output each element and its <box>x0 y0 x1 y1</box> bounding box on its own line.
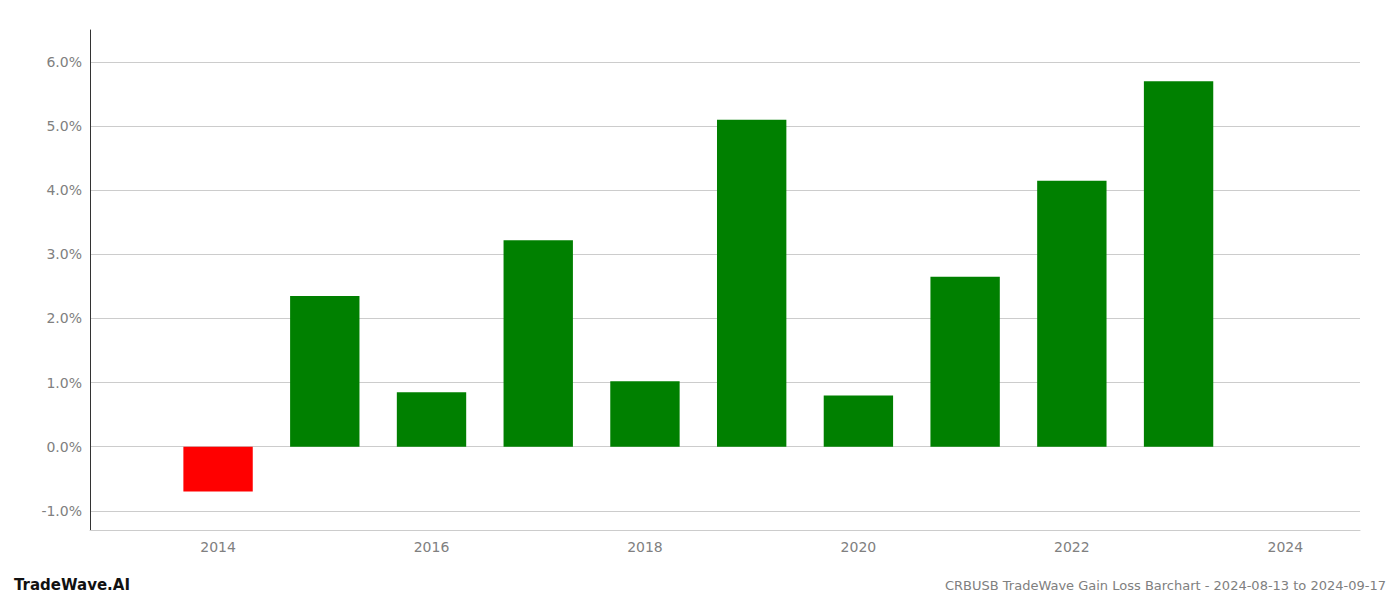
svg-text:4.0%: 4.0% <box>46 182 82 198</box>
svg-text:2016: 2016 <box>414 539 450 555</box>
svg-text:0.0%: 0.0% <box>46 439 82 455</box>
svg-text:2014: 2014 <box>200 539 236 555</box>
svg-text:2.0%: 2.0% <box>46 310 82 326</box>
svg-text:CRBUSB TradeWave Gain Loss Bar: CRBUSB TradeWave Gain Loss Barchart - 20… <box>945 578 1386 593</box>
svg-text:2020: 2020 <box>841 539 877 555</box>
svg-text:2024: 2024 <box>1267 539 1303 555</box>
svg-text:TradeWave.AI: TradeWave.AI <box>14 576 130 594</box>
svg-text:2022: 2022 <box>1054 539 1090 555</box>
svg-text:2018: 2018 <box>627 539 663 555</box>
svg-text:6.0%: 6.0% <box>46 54 82 70</box>
svg-text:5.0%: 5.0% <box>46 118 82 134</box>
svg-text:-1.0%: -1.0% <box>41 503 82 519</box>
svg-text:3.0%: 3.0% <box>46 246 82 262</box>
svg-text:1.0%: 1.0% <box>46 375 82 391</box>
